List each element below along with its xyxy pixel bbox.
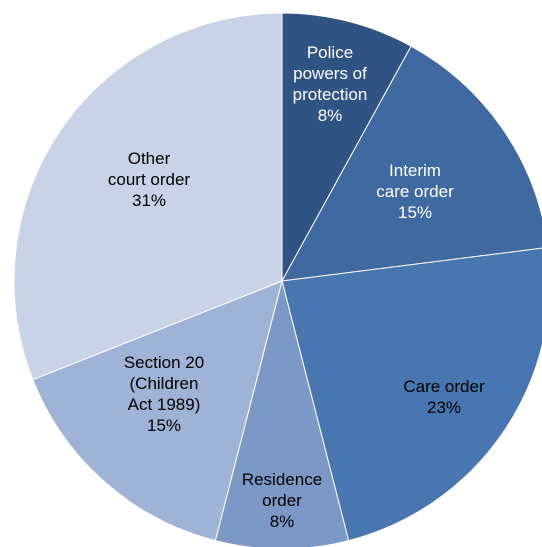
slice-label-line: protection [293,85,368,104]
slice-percent: 8% [318,106,343,125]
pie-slice [281,45,542,282]
slice-label: Interim care order 15% [376,161,454,222]
slice-label: Police powers of protection 8% [293,43,368,125]
pie-labels: Police powers of protection 8% Interim care o… [108,43,485,531]
slice-label: Other court order 31% [108,149,191,210]
slice-label-line: Police [307,43,353,62]
slice-label-line: order [262,491,302,510]
slice-label-line: (Children [130,374,199,393]
slice-label: Section 20 (Children Act 1989) 15% [124,353,204,435]
slice-label: Care order 23% [403,377,485,417]
slice-percent: 15% [147,416,181,435]
slice-label-line: powers of [293,64,367,83]
pie-slice [281,247,542,542]
pie-slices [13,12,542,547]
slice-percent: 8% [270,512,295,531]
slice-label-line: Residence [242,470,322,489]
pie-slice [281,12,412,282]
slice-percent: 15% [398,203,432,222]
slice-label: Residence order 8% [242,470,322,531]
slice-percent: 31% [132,191,166,210]
slice-label-line: care order [376,182,454,201]
pie-slice [13,12,283,381]
slice-label-line: Care order [403,377,485,396]
slice-label-line: court order [108,170,191,189]
slice-label-line: Section 20 [124,353,204,372]
slice-percent: 23% [427,398,461,417]
pie-slice [32,280,283,542]
slice-label-line: Act 1989) [128,395,201,414]
pie-slice [214,280,350,547]
slice-label-line: Interim [389,161,441,180]
slice-label-line: Other [128,149,171,168]
